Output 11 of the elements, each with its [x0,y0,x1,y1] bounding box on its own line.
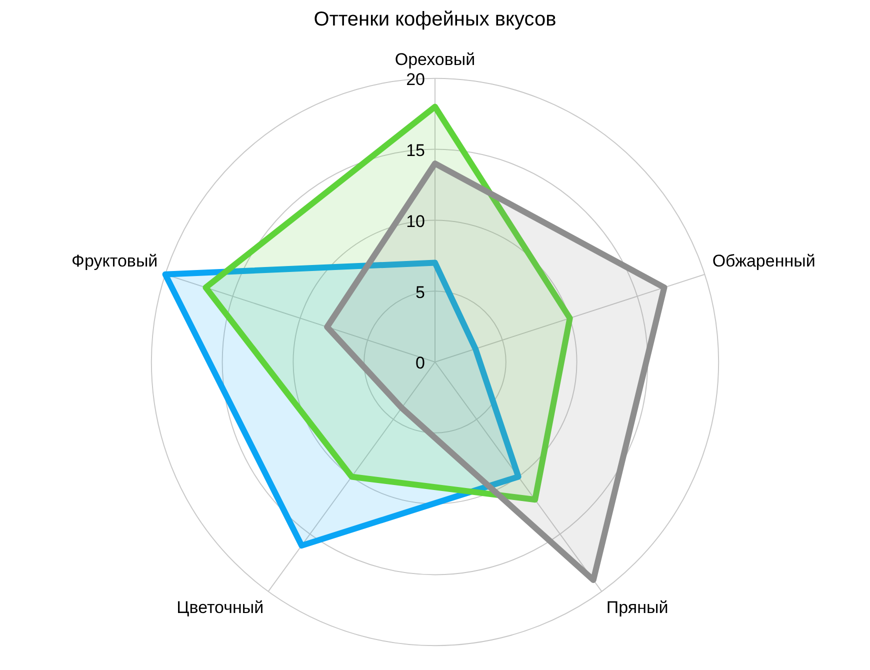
y-tick-label: 10 [406,212,425,231]
y-tick-label: 20 [406,70,425,90]
spoke-label: Цветочный [176,598,264,617]
spoke-label: Ореховый [394,50,476,69]
y-tick-label: 0 [416,354,425,373]
spoke-label: Обжаренный [712,251,816,270]
y-tick-label: 15 [406,140,425,160]
spoke-label: Фруктовый [72,251,158,270]
y-tick-label: 5 [416,282,425,302]
spoke-label: Пряный [606,598,668,617]
chart-title: Оттенки кофейных вкусов [314,8,556,31]
